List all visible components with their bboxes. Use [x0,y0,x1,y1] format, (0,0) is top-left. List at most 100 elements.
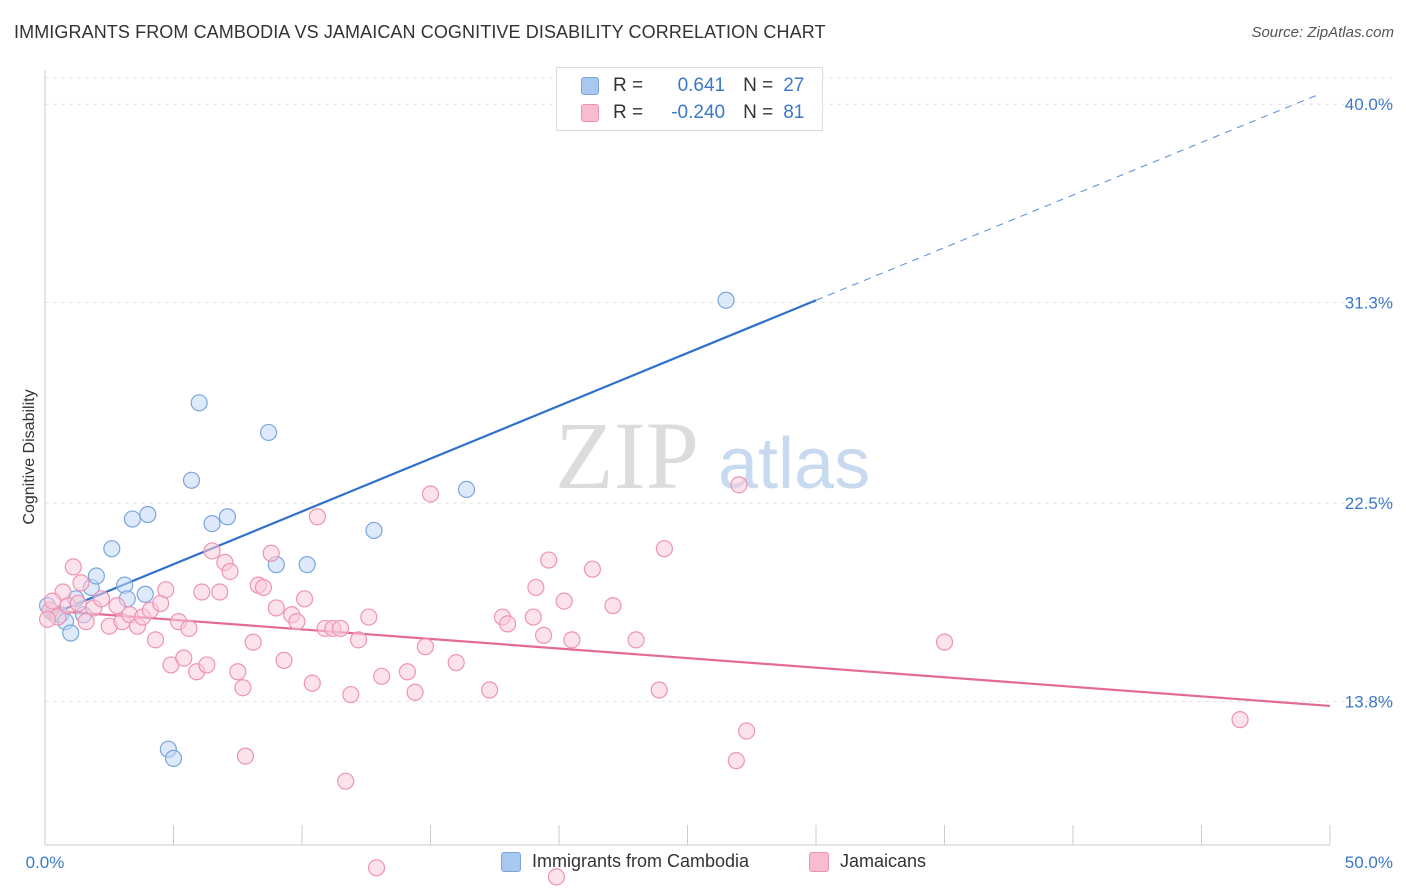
point-jamaicans [44,592,62,610]
point-cambodia [139,505,157,524]
x-tick-label: 50.0% [1345,853,1393,872]
data-points [38,291,1249,886]
point-jamaicans [180,619,198,638]
point-jamaicans [295,590,314,608]
series-legend-cambodia: Immigrants from Cambodia [501,851,749,872]
point-jamaicans [547,868,566,886]
point-jamaicans [398,663,416,681]
legend-r-value: 0.641 [677,75,726,96]
point-jamaicans [604,597,622,615]
point-jamaicans [540,551,558,569]
point-jamaicans [38,610,57,628]
trend-extension-cambodia [815,94,1318,301]
trend-lines [44,94,1331,708]
point-jamaicans [221,562,239,581]
point-cambodia [164,749,183,767]
correlation-legend: R = 0.641 N = 27 R = -0.240 N = 81 [556,67,823,131]
point-jamaicans [337,772,355,790]
source-label: Source: ZipAtlas.com [1251,24,1394,41]
point-cambodia [136,585,154,603]
series-swatch-cambodia [501,851,521,872]
point-jamaicans [563,631,581,649]
point-jamaicans [288,613,306,631]
series-legend-jamaicans: Jamaicans [809,851,926,872]
y-axis-title: Cognitive Disability [21,389,38,524]
point-jamaicans [1231,711,1249,729]
series-legend: Immigrants from Cambodia Jamaicans [0,851,1406,877]
point-jamaicans [303,674,321,692]
point-jamaicans [555,592,573,610]
watermark: ZIP atlas [555,402,870,509]
point-cambodia [298,556,316,574]
point-jamaicans [935,633,954,651]
point-jamaicans [738,722,756,740]
point-cambodia [203,515,221,533]
point-jamaicans [534,626,553,644]
point-jamaicans [229,663,247,681]
point-jamaicans [72,574,90,592]
trend-line-jamaicans [44,609,1331,708]
point-jamaicans [583,560,602,578]
y-tick-label: 40.0% [1345,95,1393,114]
series-label-jamaicans: Jamaicans [840,851,927,871]
point-jamaicans [77,613,95,631]
point-jamaicans [416,638,434,656]
point-jamaicans [157,581,175,599]
x-tick-label: 0.0% [26,853,65,872]
point-cambodia [717,291,735,309]
point-jamaicans [193,583,211,601]
point-jamaicans [203,542,221,560]
grid-lines [45,77,1395,702]
point-jamaicans [360,608,378,626]
trend-line-cambodia [44,299,817,619]
legend-n-value: 27 [783,75,805,96]
legend-r-value: -0.240 [671,102,726,123]
point-jamaicans [308,508,327,526]
point-jamaicans [267,599,285,617]
point-jamaicans [92,590,111,608]
y-tick-label: 13.8% [1345,692,1393,711]
point-cambodia [182,471,201,489]
point-jamaicans [275,651,293,669]
point-jamaicans [342,685,360,704]
point-jamaicans [367,859,386,877]
point-cambodia [457,480,476,499]
legend-r-label: R = [613,75,644,96]
y-tick-label: 31.3% [1345,294,1393,313]
point-jamaicans [69,594,88,612]
point-cambodia [190,394,208,412]
point-cambodia [123,510,141,528]
point-cambodia [103,540,121,558]
point-jamaicans [64,558,82,576]
point-cambodia [365,521,383,540]
point-jamaicans [198,656,216,674]
point-jamaicans [175,649,193,667]
point-jamaicans [627,631,645,649]
point-jamaicans [236,747,255,765]
legend-n-label: N = [743,75,774,96]
point-jamaicans [727,752,745,770]
legend-swatch-jamaicans [581,104,599,122]
point-jamaicans [481,681,499,699]
point-jamaicans [499,615,517,633]
legend-r-label: R = [613,102,644,123]
point-jamaicans [349,631,368,649]
point-jamaicans [108,597,126,615]
point-cambodia [87,567,106,585]
point-jamaicans [447,654,465,672]
point-jamaicans [262,544,280,562]
point-jamaicans [244,633,262,651]
point-jamaicans [211,583,229,601]
legend-swatch-cambodia [581,77,599,95]
tick-labels: 13.8% 22.5% 31.3% 40.0% 0.0% 50.0% [26,95,1393,872]
series-label-cambodia: Immigrants from Cambodia [532,851,750,871]
point-jamaicans [146,631,165,649]
point-jamaicans [254,578,273,597]
watermark-zip: ZIP [555,402,699,509]
point-jamaicans [421,485,440,503]
point-jamaicans [373,667,391,685]
point-cambodia [259,423,278,442]
point-jamaicans [406,683,424,701]
series-swatch-jamaicans [809,851,829,872]
